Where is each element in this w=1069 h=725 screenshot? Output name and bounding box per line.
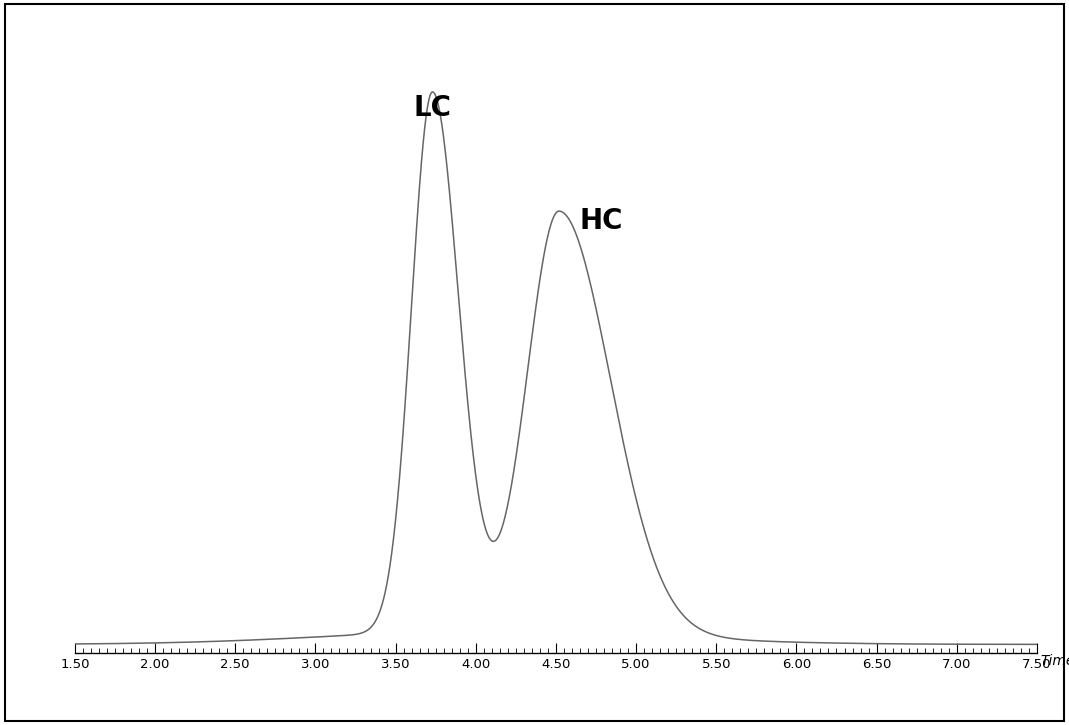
Text: HC: HC	[580, 207, 623, 235]
Text: LC: LC	[414, 94, 451, 122]
Text: Time: Time	[1040, 654, 1069, 668]
